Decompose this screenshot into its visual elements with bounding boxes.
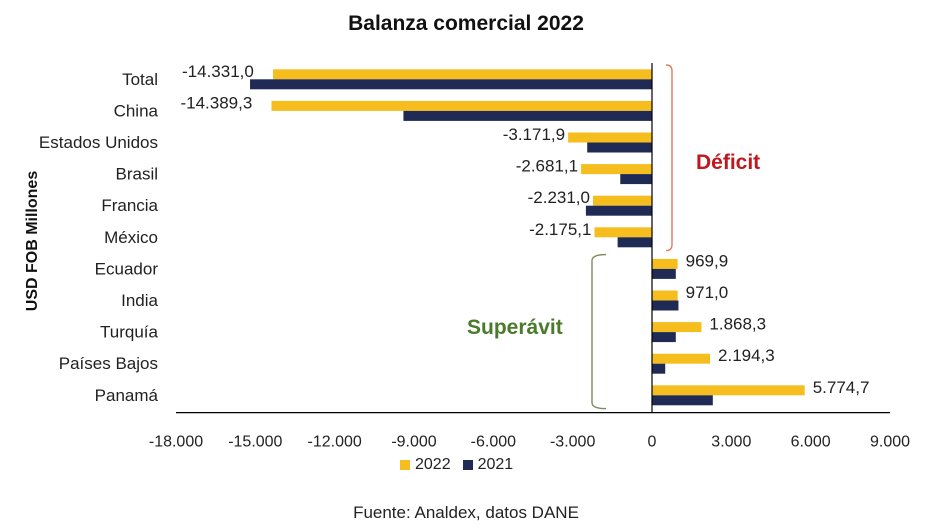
x-tick-label: -3.000 — [550, 434, 595, 451]
legend-item-2021: 2021 — [462, 456, 514, 474]
annotation-surplus: Superávit — [467, 316, 563, 339]
category-label: Total — [122, 70, 158, 89]
x-tick-label: -18.000 — [149, 434, 203, 451]
bracket-surplus — [591, 253, 607, 410]
data-label: 2.194,3 — [718, 346, 775, 365]
x-tick-label: 3.000 — [711, 434, 751, 451]
category-label: India — [121, 291, 158, 310]
bar-2021-méxico — [617, 237, 652, 248]
bar-2022-francia — [593, 195, 652, 206]
data-label: -2.231,0 — [528, 188, 590, 207]
x-tick-label: -6.000 — [471, 434, 516, 451]
category-label: Francia — [101, 196, 158, 215]
bar-2022-méxico — [594, 227, 652, 238]
legend-item-2022: 2022 — [400, 456, 451, 474]
x-tick-label: -15.000 — [228, 434, 282, 451]
category-label: Estados Unidos — [39, 133, 158, 152]
bar-2022-países-bajos — [652, 353, 711, 364]
data-label: -3.171,9 — [503, 125, 565, 144]
bar-2022-panamá — [652, 385, 805, 396]
legend-swatch-2021 — [462, 460, 473, 470]
source-note: Fuente: Analdex, datos DANE — [353, 503, 579, 522]
x-tick-label: -9.000 — [391, 434, 436, 451]
bar-2021-países-bajos — [652, 363, 666, 374]
category-label: Ecuador — [95, 259, 159, 278]
bar-2022-ecuador — [652, 258, 678, 269]
data-label: 1.868,3 — [709, 315, 766, 334]
data-label: -14.331,0 — [182, 62, 254, 81]
data-label: -2.175,1 — [529, 220, 591, 239]
y-axis-label: USD FOB Millones — [24, 170, 41, 312]
category-label: Países Bajos — [59, 354, 158, 373]
annotation-deficit: Déficit — [696, 151, 761, 174]
category-label: Panamá — [95, 386, 159, 405]
bar-2022-turquía — [652, 322, 702, 333]
bar-2021-india — [652, 300, 679, 311]
x-tick-label: 6.000 — [791, 434, 831, 451]
bar-2021-estados-unidos — [587, 142, 652, 153]
bar-2022-estados-unidos — [568, 132, 652, 143]
category-label: Turquía — [100, 323, 159, 342]
category-label: México — [104, 228, 158, 247]
bar-2021-francia — [585, 205, 652, 216]
data-label: -2.681,1 — [516, 157, 578, 176]
legend-label-2022: 2022 — [415, 456, 451, 473]
bracket-deficit — [665, 64, 673, 252]
legend: 2022 2021 — [400, 456, 519, 474]
legend-label-2021: 2021 — [477, 456, 514, 473]
bar-2021-china — [403, 110, 652, 121]
legend-swatch-2022 — [400, 460, 410, 470]
chart-title: Balanza comercial 2022 — [348, 12, 584, 35]
data-label: 971,0 — [686, 283, 729, 302]
data-label: 5.774,7 — [813, 378, 870, 397]
bar-2022-total — [273, 69, 652, 80]
data-label: -14.389,3 — [180, 93, 252, 112]
bar-2021-brasil — [620, 174, 652, 185]
bar-2022-china — [271, 100, 652, 111]
category-label: Brasil — [115, 165, 158, 184]
bar-2021-total — [250, 79, 653, 90]
bar-2022-india — [652, 290, 678, 301]
bar-2021-ecuador — [652, 268, 676, 279]
bar-2022-brasil — [581, 164, 652, 175]
x-tick-label: 0 — [648, 434, 657, 451]
data-label: 969,9 — [686, 251, 729, 270]
bar-2021-turquía — [652, 332, 676, 343]
x-tick-label: -12.000 — [308, 434, 362, 451]
bar-2021-panamá — [652, 395, 713, 406]
category-label: China — [114, 101, 159, 120]
x-tick-label: 9.000 — [870, 434, 910, 451]
